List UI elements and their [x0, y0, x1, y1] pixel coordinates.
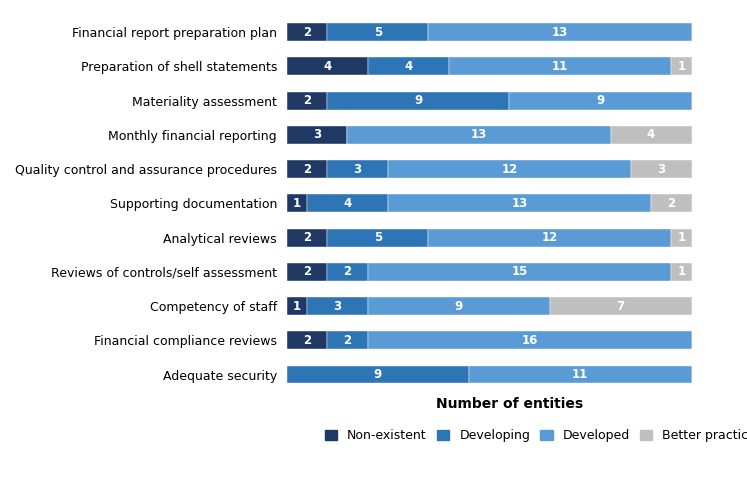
Bar: [672, 58, 692, 75]
Text: 2: 2: [303, 26, 311, 39]
Text: 11: 11: [552, 60, 568, 73]
Bar: [287, 92, 327, 110]
Text: 12: 12: [542, 231, 558, 244]
Text: 9: 9: [414, 94, 422, 107]
Bar: [287, 263, 327, 281]
Text: 2: 2: [303, 334, 311, 347]
Text: 2: 2: [303, 265, 311, 278]
Bar: [327, 23, 428, 41]
Text: 2: 2: [303, 163, 311, 176]
Bar: [287, 58, 368, 75]
Text: 1: 1: [678, 60, 686, 73]
Text: 16: 16: [521, 334, 538, 347]
Bar: [469, 366, 692, 383]
Bar: [428, 23, 692, 41]
Bar: [327, 263, 368, 281]
Bar: [368, 297, 550, 315]
Text: 2: 2: [667, 197, 675, 210]
Text: 4: 4: [344, 197, 352, 210]
Text: 1: 1: [293, 300, 301, 312]
Bar: [388, 160, 630, 178]
Bar: [327, 92, 509, 110]
Bar: [550, 297, 692, 315]
Bar: [449, 58, 672, 75]
X-axis label: Number of entities: Number of entities: [436, 397, 583, 411]
Text: 13: 13: [471, 128, 487, 141]
Bar: [307, 194, 388, 212]
Bar: [509, 92, 692, 110]
Bar: [327, 229, 428, 246]
Text: 2: 2: [344, 334, 352, 347]
Bar: [672, 229, 692, 246]
Text: 4: 4: [404, 60, 412, 73]
Bar: [287, 194, 307, 212]
Text: 3: 3: [657, 163, 666, 176]
Bar: [287, 332, 327, 349]
Bar: [388, 194, 651, 212]
Text: 4: 4: [323, 60, 332, 73]
Text: 13: 13: [512, 197, 527, 210]
Bar: [428, 229, 672, 246]
Bar: [651, 194, 692, 212]
Bar: [610, 126, 692, 144]
Text: 12: 12: [501, 163, 518, 176]
Bar: [287, 297, 307, 315]
Text: 1: 1: [678, 265, 686, 278]
Bar: [368, 332, 692, 349]
Text: 5: 5: [374, 26, 382, 39]
Text: 9: 9: [596, 94, 604, 107]
Text: 13: 13: [552, 26, 568, 39]
Text: 11: 11: [572, 368, 589, 381]
Text: 2: 2: [303, 94, 311, 107]
Bar: [368, 58, 449, 75]
Text: 7: 7: [616, 300, 624, 312]
Text: 3: 3: [353, 163, 362, 176]
Bar: [368, 263, 672, 281]
Text: 3: 3: [313, 128, 321, 141]
Text: 2: 2: [344, 265, 352, 278]
Bar: [630, 160, 692, 178]
Text: 2: 2: [303, 231, 311, 244]
Bar: [327, 160, 388, 178]
Bar: [307, 297, 368, 315]
Text: 3: 3: [333, 300, 341, 312]
Bar: [672, 263, 692, 281]
Legend: Non-existent, Developing, Developed, Better practice: Non-existent, Developing, Developed, Bet…: [320, 424, 747, 447]
Bar: [287, 160, 327, 178]
Text: 1: 1: [293, 197, 301, 210]
Bar: [287, 366, 469, 383]
Bar: [327, 332, 368, 349]
Text: 5: 5: [374, 231, 382, 244]
Text: 4: 4: [647, 128, 655, 141]
Bar: [347, 126, 610, 144]
Bar: [287, 23, 327, 41]
Bar: [287, 126, 347, 144]
Text: 15: 15: [511, 265, 527, 278]
Text: 9: 9: [455, 300, 463, 312]
Bar: [287, 229, 327, 246]
Text: 9: 9: [374, 368, 382, 381]
Text: 1: 1: [678, 231, 686, 244]
